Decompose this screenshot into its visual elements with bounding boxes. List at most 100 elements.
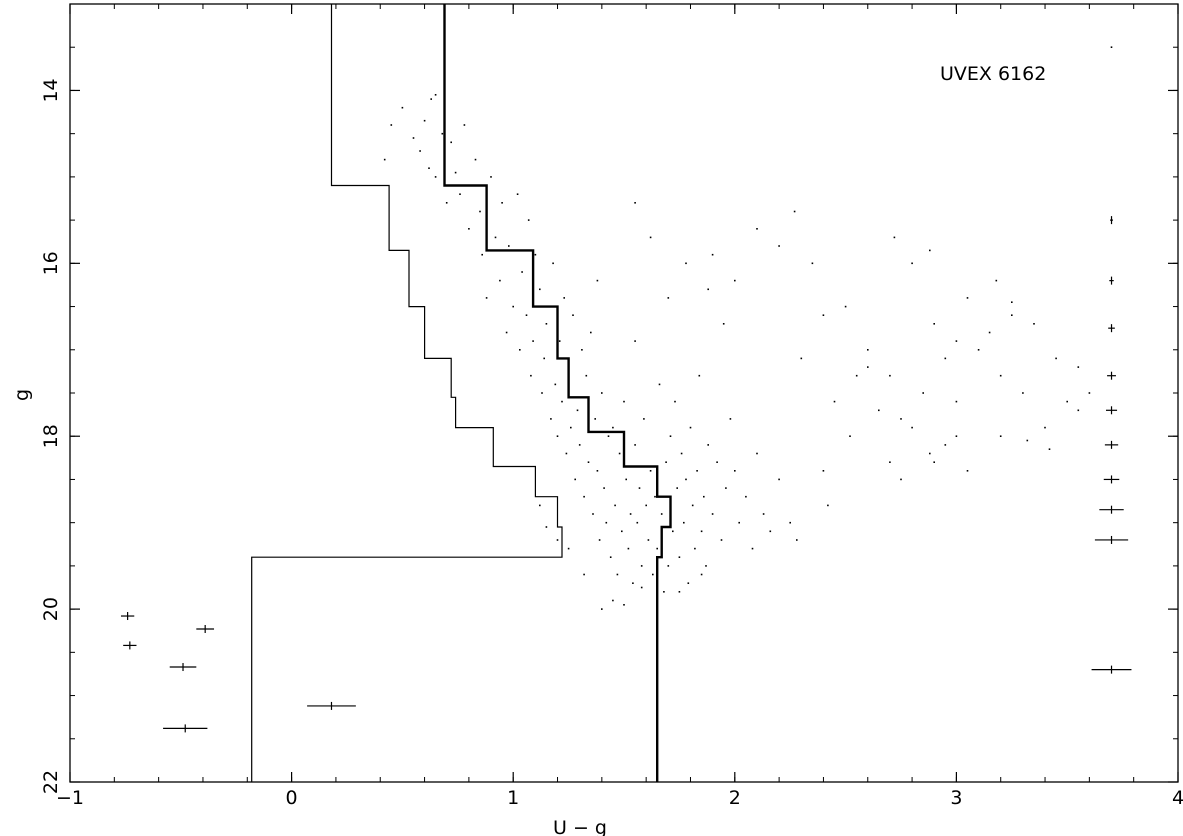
star-point	[632, 582, 634, 584]
star-point	[539, 504, 541, 507]
star-point	[647, 539, 650, 541]
x-tick-label: 0	[286, 787, 298, 809]
star-point	[711, 513, 714, 515]
star-point	[545, 526, 548, 528]
star-point	[833, 400, 836, 403]
star-point	[532, 340, 534, 342]
star-point	[636, 521, 639, 524]
star-point	[995, 279, 998, 282]
star-point	[590, 331, 592, 334]
star-point	[678, 591, 681, 593]
star-point	[581, 349, 583, 351]
star-point	[521, 271, 523, 273]
star-point	[745, 495, 747, 498]
star-point	[867, 349, 869, 351]
star-point	[539, 288, 541, 291]
star-point	[800, 357, 803, 360]
star-point	[565, 452, 568, 455]
star-point	[574, 478, 576, 481]
star-point	[1110, 46, 1113, 48]
star-point	[669, 435, 672, 437]
star-point	[558, 340, 561, 342]
star-point	[900, 478, 902, 481]
star-point	[751, 547, 754, 550]
star-point	[933, 461, 935, 463]
star-point	[474, 158, 477, 161]
star-point	[966, 297, 969, 299]
star-point	[1055, 357, 1057, 360]
star-point	[811, 262, 814, 265]
star-point	[922, 392, 924, 394]
star-point	[685, 262, 687, 265]
star-point	[999, 374, 1002, 377]
star-point	[587, 461, 590, 463]
star-point	[578, 444, 581, 446]
star-point	[822, 470, 825, 472]
star-point	[663, 591, 665, 593]
star-point	[778, 478, 780, 481]
star-point	[911, 262, 913, 265]
x-tick-label: 1	[507, 787, 519, 809]
star-point	[955, 400, 958, 403]
star-point	[450, 141, 452, 144]
star-point	[634, 202, 636, 204]
y-tick-label: 18	[40, 424, 62, 448]
star-point	[1026, 439, 1029, 442]
star-point	[827, 504, 829, 507]
star-point	[999, 435, 1002, 437]
star-point	[640, 586, 643, 589]
star-point	[434, 176, 437, 178]
star-point	[640, 565, 643, 567]
star-point	[505, 331, 508, 334]
star-point	[665, 461, 667, 463]
star-point	[720, 539, 723, 541]
star-point	[552, 262, 554, 265]
star-point	[658, 383, 661, 386]
y-axis-title: g	[11, 389, 33, 401]
star-point	[430, 98, 432, 100]
star-point	[605, 521, 608, 524]
tick-labels: −1 0 1 2 3 4 14 16 18 20 22	[40, 78, 1183, 809]
star-point	[567, 547, 570, 550]
star-point	[878, 409, 880, 412]
star-point	[621, 530, 623, 533]
star-point	[556, 435, 559, 437]
star-point	[716, 461, 718, 463]
star-point	[567, 366, 570, 368]
star-point	[583, 573, 585, 576]
star-point	[428, 167, 430, 169]
star-point	[634, 444, 636, 446]
star-point	[623, 400, 625, 403]
star-point	[703, 495, 705, 498]
star-point	[1077, 409, 1080, 412]
star-point	[683, 521, 685, 524]
star-point	[629, 513, 632, 515]
star-point	[1088, 392, 1091, 394]
star-point	[966, 470, 969, 472]
star-point	[459, 193, 461, 195]
star-point	[601, 392, 603, 394]
star-point	[561, 400, 563, 403]
star-point	[638, 487, 641, 489]
star-point	[512, 305, 514, 308]
star-point	[705, 565, 707, 567]
star-point	[756, 452, 758, 455]
star-point	[501, 202, 503, 204]
y-tick-label: 14	[40, 78, 62, 102]
star-point	[609, 556, 612, 558]
star-point	[441, 132, 444, 135]
star-point	[612, 426, 614, 429]
star-point	[530, 374, 532, 377]
star-point	[390, 124, 393, 126]
star-point	[725, 487, 727, 489]
star-point	[667, 297, 670, 299]
star-point	[585, 374, 588, 377]
star-point	[616, 573, 619, 576]
chart-annotation: UVEX 6162	[940, 63, 1046, 85]
star-point	[649, 236, 652, 239]
star-point	[645, 504, 647, 507]
star-point	[516, 193, 519, 195]
star-point	[596, 470, 599, 472]
star-point	[680, 452, 683, 455]
star-point	[929, 452, 931, 455]
